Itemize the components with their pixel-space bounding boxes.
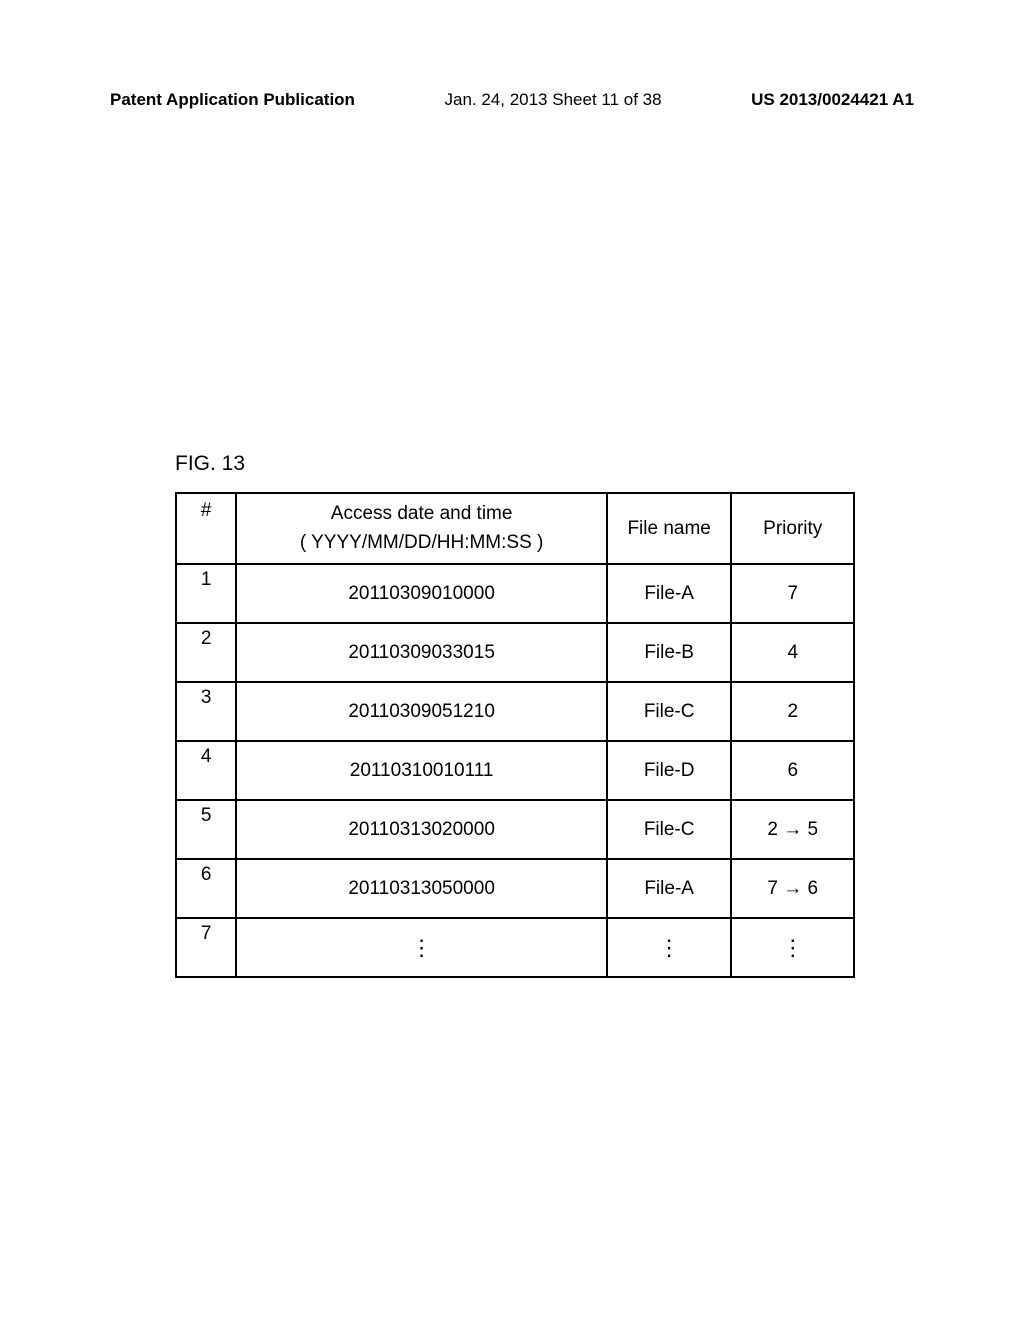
table-row: 1 20110309010000 File-A 7 — [176, 564, 854, 623]
column-header-number: # — [176, 493, 236, 564]
cell-row-number: 7 — [176, 918, 236, 977]
cell-file-name: File-B — [607, 623, 732, 682]
table-row: 6 20110313050000 File-A 7 → 6 — [176, 859, 854, 918]
cell-row-number: 6 — [176, 859, 236, 918]
cell-access-date: 20110313020000 — [236, 800, 606, 859]
cell-access-date: 20110309010000 — [236, 564, 606, 623]
header-date-sheet: Jan. 24, 2013 Sheet 11 of 38 — [444, 90, 661, 110]
cell-access-date: 20110309033015 — [236, 623, 606, 682]
access-log-table-container: # Access date and time ( YYYY/MM/DD/HH:M… — [175, 492, 855, 978]
access-log-table: # Access date and time ( YYYY/MM/DD/HH:M… — [175, 492, 855, 978]
figure-label: FIG. 13 — [175, 452, 245, 476]
table-row: 4 20110310010111 File-D 6 — [176, 741, 854, 800]
cell-access-date: 20110309051210 — [236, 682, 606, 741]
cell-row-number: 5 — [176, 800, 236, 859]
table-row: 5 20110313020000 File-C 2 → 5 — [176, 800, 854, 859]
cell-file-name: File-D — [607, 741, 732, 800]
column-header-date-line2: ( YYYY/MM/DD/HH:MM:SS ) — [300, 532, 544, 553]
cell-row-number: 3 — [176, 682, 236, 741]
header-publication-type: Patent Application Publication — [110, 90, 355, 110]
cell-priority: 6 — [731, 741, 854, 800]
cell-access-date: 20110313050000 — [236, 859, 606, 918]
column-header-access-date: Access date and time ( YYYY/MM/DD/HH:MM:… — [236, 493, 606, 564]
cell-file-name: File-A — [607, 564, 732, 623]
cell-priority: ⋮ — [731, 918, 854, 977]
cell-priority: 2 — [731, 682, 854, 741]
header-pub-number: US 2013/0024421 A1 — [751, 90, 914, 110]
cell-file-name: File-C — [607, 682, 732, 741]
cell-priority: 2 → 5 — [731, 800, 854, 859]
page-header: Patent Application Publication Jan. 24, … — [110, 90, 914, 110]
cell-file-name: ⋮ — [607, 918, 732, 977]
cell-priority: 4 — [731, 623, 854, 682]
column-header-date-line1: Access date and time — [331, 503, 513, 524]
cell-row-number: 1 — [176, 564, 236, 623]
cell-access-date: 20110310010111 — [236, 741, 606, 800]
table-header-row: # Access date and time ( YYYY/MM/DD/HH:M… — [176, 493, 854, 564]
cell-access-date: ⋮ — [236, 918, 606, 977]
cell-row-number: 2 — [176, 623, 236, 682]
table-row: 3 20110309051210 File-C 2 — [176, 682, 854, 741]
cell-priority: 7 → 6 — [731, 859, 854, 918]
cell-priority: 7 — [731, 564, 854, 623]
cell-row-number: 4 — [176, 741, 236, 800]
table-row: 7 ⋮ ⋮ ⋮ — [176, 918, 854, 977]
column-header-priority: Priority — [731, 493, 854, 564]
cell-file-name: File-A — [607, 859, 732, 918]
column-header-file-name: File name — [607, 493, 732, 564]
cell-file-name: File-C — [607, 800, 732, 859]
table-row: 2 20110309033015 File-B 4 — [176, 623, 854, 682]
